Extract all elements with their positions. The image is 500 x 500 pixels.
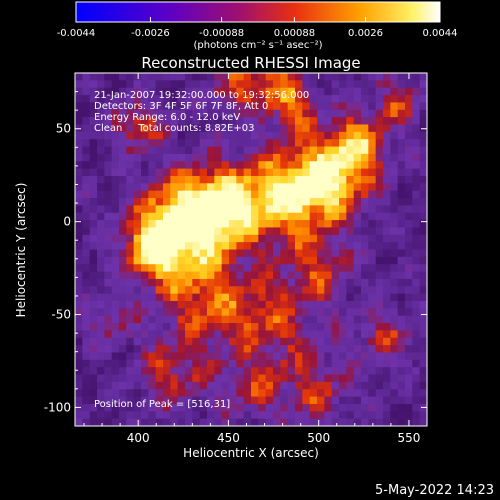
y-axis-ticks: -100 -50 0 50 bbox=[44, 72, 427, 414]
footer-date: 5-May-2022 14:23 bbox=[375, 483, 494, 498]
y-axis-label: Heliocentric Y (arcsec) bbox=[14, 183, 28, 318]
x-axis-ticks: 400 450 500 550 bbox=[83, 73, 428, 445]
chart-title: Reconstructed RHESSI Image bbox=[141, 54, 360, 72]
x-axis-label: Heliocentric X (arcsec) bbox=[183, 446, 319, 460]
x-tick-label: 400 bbox=[127, 431, 150, 445]
colorbar-tick-label: 0.00088 bbox=[274, 28, 315, 39]
colorbar-tick-label: 0.0026 bbox=[348, 28, 383, 39]
colorbar-tick-label: -0.0044 bbox=[57, 28, 96, 39]
annotation-block: 21-Jan-2007 19:32:00.000 to 19:32:56.000… bbox=[94, 90, 309, 134]
x-tick-label: 500 bbox=[307, 431, 330, 445]
annotation-time-range: 21-Jan-2007 19:32:00.000 to 19:32:56.000 bbox=[94, 90, 309, 101]
annotation-energy-range: Energy Range: 6.0 - 12.0 keV bbox=[94, 112, 240, 123]
colorbar-tick-label: -0.0026 bbox=[131, 28, 170, 39]
colorbar bbox=[75, 1, 441, 23]
y-tick-label: -100 bbox=[44, 400, 71, 414]
y-tick-label: -50 bbox=[51, 308, 71, 322]
x-tick-label: 550 bbox=[397, 431, 420, 445]
heatmap bbox=[75, 73, 427, 426]
x-tick-label: 450 bbox=[217, 431, 240, 445]
colorbar-units-label: (photons cm⁻² s⁻¹ asec⁻²) bbox=[193, 40, 322, 51]
colorbar-ticks: -0.0044 -0.0026 -0.00088 0.00088 0.0026 0.004… bbox=[57, 17, 458, 39]
y-tick-label: 50 bbox=[56, 122, 71, 136]
peak-position-label: Position of Peak = [516,31] bbox=[94, 399, 230, 410]
colorbar-tick-label: -0.00088 bbox=[199, 28, 244, 39]
colorbar-tick-label: 0.0044 bbox=[423, 28, 458, 39]
plot-frame bbox=[74, 72, 428, 427]
annotation-detectors: Detectors: 3F 4F 5F 6F 7F 8F, Att 0 bbox=[94, 101, 268, 112]
annotation-counts: Clean Total counts: 8.82E+03 bbox=[94, 123, 254, 134]
y-tick-label: 0 bbox=[63, 215, 71, 229]
